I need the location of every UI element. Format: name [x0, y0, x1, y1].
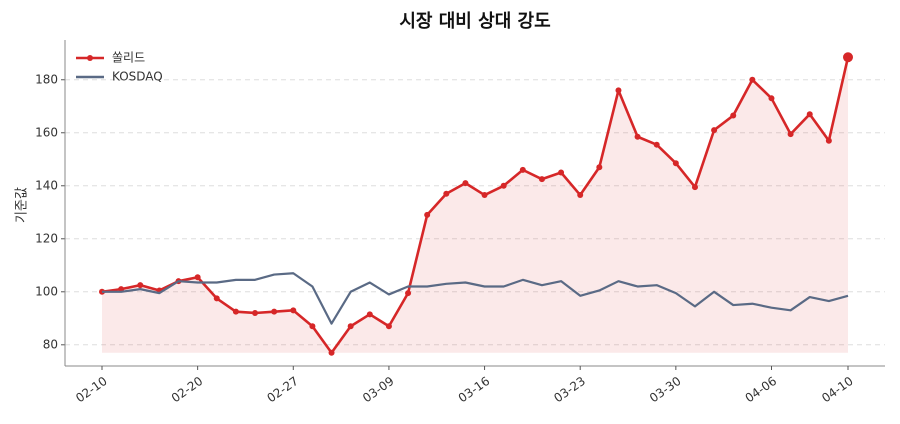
point — [252, 309, 259, 316]
point — [232, 308, 239, 315]
y-tick-label: 140 — [35, 178, 58, 192]
y-tick-label: 160 — [35, 125, 58, 139]
point — [558, 169, 565, 176]
point — [843, 52, 853, 63]
y-axis-label: 기준값 — [15, 187, 30, 223]
point — [538, 176, 545, 183]
point — [691, 184, 698, 191]
point — [347, 323, 354, 330]
x-tick-label: 03-23 — [551, 374, 588, 405]
area — [102, 57, 848, 353]
point — [711, 127, 718, 134]
chart-title: 시장 대비 상대 강도 — [399, 11, 550, 32]
y-tick-label: 80 — [43, 337, 58, 351]
point — [366, 311, 373, 318]
y-tick-label: 180 — [35, 72, 58, 86]
point — [481, 192, 488, 199]
point — [424, 211, 431, 218]
point — [519, 166, 526, 173]
point — [462, 180, 469, 187]
x-tick-label: 04-10 — [819, 374, 856, 405]
point — [194, 274, 201, 281]
point — [443, 190, 450, 197]
point — [787, 131, 794, 138]
x-tick-label: 04-06 — [743, 374, 780, 405]
x-tick-label: 03-16 — [456, 374, 493, 405]
legend-label: 쏠리드 — [112, 51, 145, 65]
point — [768, 95, 775, 102]
point — [577, 192, 584, 199]
y-tick-label: 120 — [35, 231, 58, 245]
point — [749, 76, 756, 83]
line — [101, 56, 850, 355]
point — [385, 323, 392, 330]
point — [290, 307, 297, 314]
x-tick-label: 02-27 — [264, 374, 301, 405]
point — [634, 133, 641, 140]
point — [596, 164, 603, 171]
x-tick-label: 03-30 — [647, 374, 684, 405]
point — [730, 112, 737, 119]
point — [328, 349, 335, 356]
line — [102, 272, 849, 325]
point — [405, 290, 412, 297]
point — [672, 160, 679, 167]
point — [137, 282, 144, 289]
point — [806, 111, 813, 118]
point — [653, 141, 660, 148]
x-tick-label: 03-09 — [360, 374, 397, 405]
point — [213, 295, 220, 302]
legend-marker — [87, 55, 93, 61]
point — [500, 182, 507, 189]
point — [825, 137, 832, 144]
x-tick-label: 02-20 — [169, 374, 206, 405]
point — [615, 87, 622, 94]
x-tick-label: 02-10 — [73, 374, 110, 405]
y-tick-label: 100 — [35, 284, 58, 298]
point — [309, 323, 316, 330]
legend-label: KOSDAQ — [112, 70, 163, 84]
point — [271, 308, 278, 315]
